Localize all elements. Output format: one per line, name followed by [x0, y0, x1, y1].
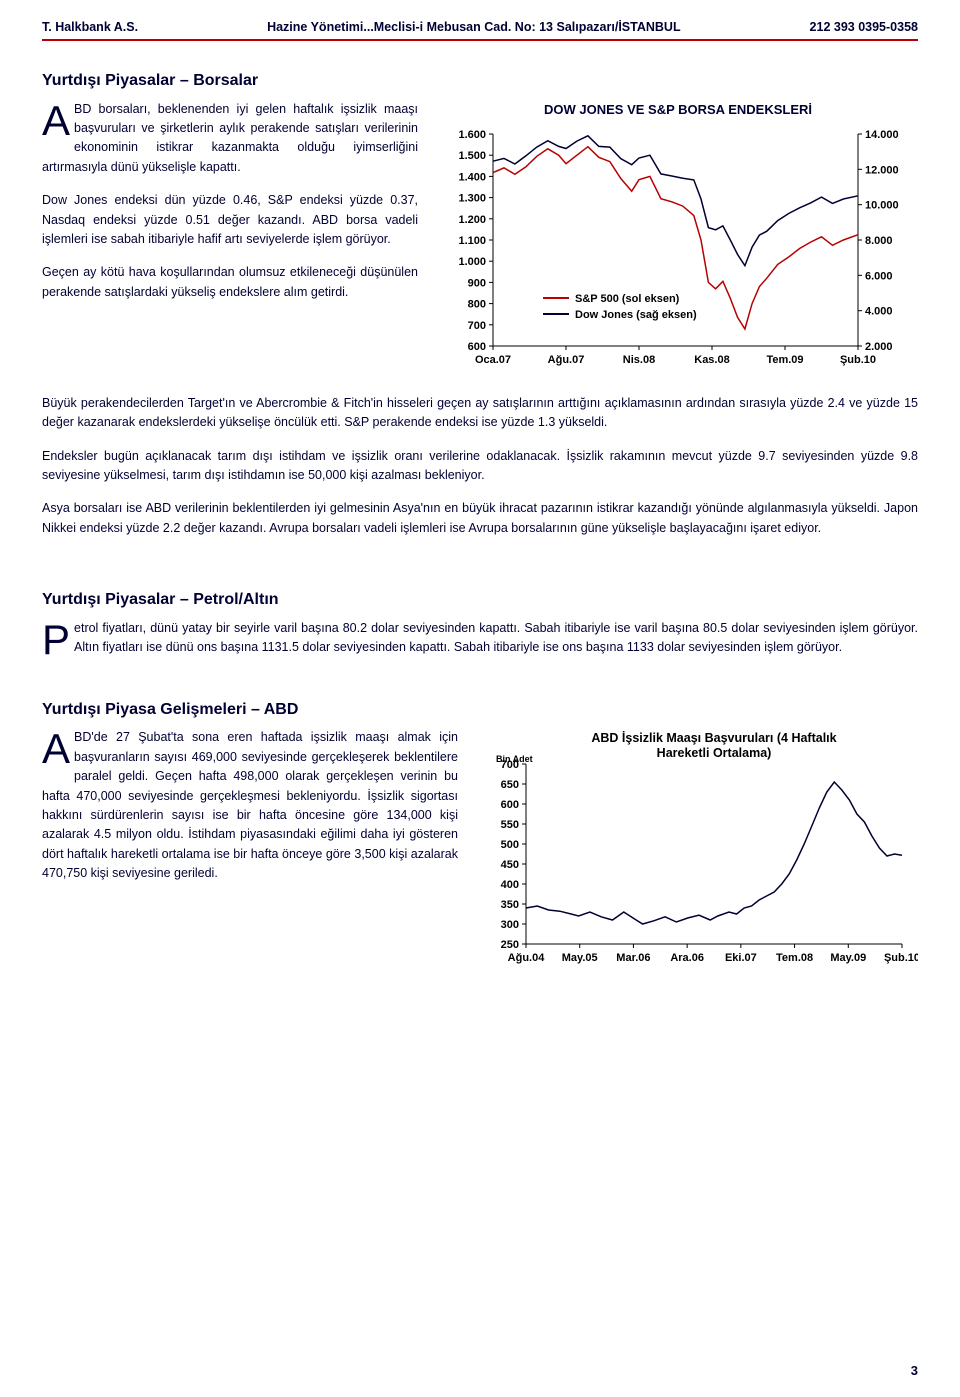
svg-text:1.300: 1.300	[458, 192, 486, 204]
section2-body: P etrol fiyatları, dünü yatay bir seyirl…	[42, 619, 918, 658]
svg-text:14.000: 14.000	[865, 129, 899, 141]
svg-text:Ara.06: Ara.06	[670, 952, 704, 964]
section3-text-col: A BD'de 27 Şubat'ta sona eren haftada iş…	[42, 728, 458, 883]
svg-text:500: 500	[501, 839, 519, 851]
svg-text:600: 600	[501, 799, 519, 811]
svg-text:450: 450	[501, 859, 519, 871]
section2-dropcap: P	[42, 619, 74, 659]
svg-text:800: 800	[468, 298, 486, 310]
svg-text:4.000: 4.000	[865, 305, 893, 317]
svg-text:1.500: 1.500	[458, 150, 486, 162]
section1-p3: Geçen ay kötü hava koşullarından olumsuz…	[42, 263, 418, 302]
svg-text:300: 300	[501, 919, 519, 931]
section3-p1: BD'de 27 Şubat'ta sona eren haftada işsi…	[42, 730, 458, 880]
section1-text-col: A BD borsaları, beklenenden iyi gelen ha…	[42, 100, 418, 302]
svg-text:350: 350	[501, 899, 519, 911]
svg-text:Tem.08: Tem.08	[776, 952, 813, 964]
svg-text:8.000: 8.000	[865, 235, 893, 247]
svg-text:600: 600	[468, 341, 486, 353]
chart1-box: DOW JONES VE S&P BORSA ENDEKSLERİ 600 700…	[438, 100, 918, 382]
section1-p1: BD borsaları, beklenenden iyi gelen haft…	[42, 102, 418, 174]
section3-row: A BD'de 27 Şubat'ta sona eren haftada iş…	[42, 728, 918, 978]
section3-dropcap: A	[42, 728, 74, 768]
section1-row: A BD borsaları, beklenenden iyi gelen ha…	[42, 100, 918, 382]
header-center: Hazine Yönetimi...Meclisi-i Mebusan Cad.…	[267, 18, 681, 37]
section1-title: Yurtdışı Piyasalar – Borsalar	[42, 69, 918, 94]
page-header: T. Halkbank A.S. Hazine Yönetimi...Mecli…	[42, 18, 918, 39]
svg-text:Ağu.04: Ağu.04	[508, 952, 546, 964]
svg-text:Şub.10: Şub.10	[884, 952, 918, 964]
chart2-box: ABD İşsizlik Maaşı Başvuruları (4 Haftal…	[478, 728, 918, 978]
svg-text:250: 250	[501, 939, 519, 951]
svg-text:12.000: 12.000	[865, 164, 899, 176]
svg-text:Tem.09: Tem.09	[766, 354, 803, 366]
svg-text:400: 400	[501, 879, 519, 891]
svg-text:2.000: 2.000	[865, 341, 893, 353]
svg-text:Kas.08: Kas.08	[694, 354, 729, 366]
svg-text:Mar.06: Mar.06	[616, 952, 650, 964]
svg-text:900: 900	[468, 277, 486, 289]
svg-text:650: 650	[501, 779, 519, 791]
chart2-svg: ABD İşsizlik Maaşı Başvuruları (4 Haftal…	[478, 728, 918, 978]
section3-body: A BD'de 27 Şubat'ta sona eren haftada iş…	[42, 728, 458, 883]
svg-text:1.600: 1.600	[458, 129, 486, 141]
svg-text:May.05: May.05	[562, 952, 598, 964]
svg-text:550: 550	[501, 819, 519, 831]
svg-text:Şub.10: Şub.10	[840, 354, 876, 366]
section1-p1-wrap: A BD borsaları, beklenenden iyi gelen ha…	[42, 100, 418, 178]
svg-text:6.000: 6.000	[865, 270, 893, 282]
section1-p5: Endeksler bugün açıklanacak tarım dışı i…	[42, 447, 918, 486]
svg-text:700: 700	[468, 320, 486, 332]
section1-dropcap: A	[42, 100, 74, 140]
section2-title: Yurtdışı Piyasalar – Petrol/Altın	[42, 588, 918, 613]
page-number: 3	[911, 1361, 918, 1381]
section1-p6: Asya borsaları ise ABD verilerinin bekle…	[42, 499, 918, 538]
header-right: 212 393 0395-0358	[810, 18, 918, 37]
chart1-svg: 600 700 800 900 1.000 1.100 1.200 1.300 1.400 1.5…	[438, 122, 918, 382]
svg-text:1.100: 1.100	[458, 235, 486, 247]
svg-text:700: 700	[501, 759, 519, 771]
section3-title: Yurtdışı Piyasa Gelişmeleri – ABD	[42, 698, 918, 723]
svg-text:10.000: 10.000	[865, 199, 899, 211]
svg-text:Oca.07: Oca.07	[475, 354, 511, 366]
svg-text:S&P 500 (sol eksen): S&P 500 (sol eksen)	[575, 293, 680, 305]
section1-p4: Büyük perakendecilerden Target'ın ve Abe…	[42, 394, 918, 433]
chart1-title: DOW JONES VE S&P BORSA ENDEKSLERİ	[438, 100, 918, 120]
svg-text:Ağu.07: Ağu.07	[548, 354, 585, 366]
svg-text:1.400: 1.400	[458, 171, 486, 183]
section2-p1: etrol fiyatları, dünü yatay bir seyirle …	[74, 621, 918, 654]
header-rule	[42, 39, 918, 41]
svg-text:Eki.07: Eki.07	[725, 952, 757, 964]
svg-text:Hareketli Ortalama): Hareketli Ortalama)	[657, 746, 772, 760]
svg-text:Nis.08: Nis.08	[623, 354, 655, 366]
svg-text:1.200: 1.200	[458, 214, 486, 226]
section1-p2: Dow Jones endeksi dün yüzde 0.46, S&P en…	[42, 191, 418, 249]
svg-text:Dow Jones (sağ eksen): Dow Jones (sağ eksen)	[575, 309, 697, 321]
svg-text:1.000: 1.000	[458, 256, 486, 268]
svg-text:May.09: May.09	[830, 952, 866, 964]
svg-text:ABD İşsizlik Maaşı Başvuruları: ABD İşsizlik Maaşı Başvuruları (4 Haftal…	[591, 730, 836, 745]
header-left: T. Halkbank A.S.	[42, 18, 138, 37]
